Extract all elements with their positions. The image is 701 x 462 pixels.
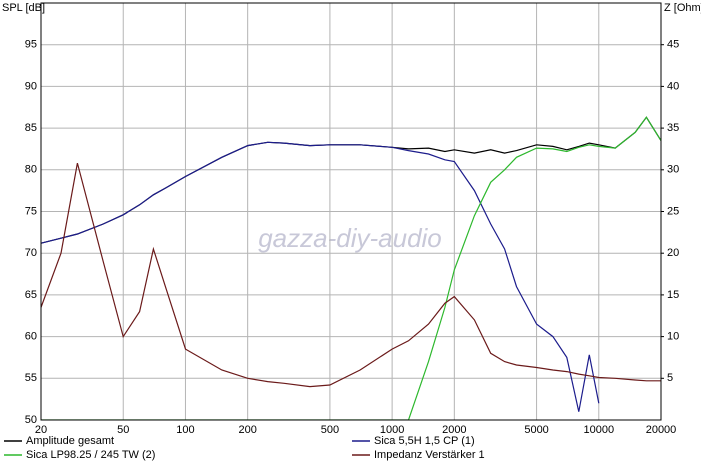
y-tick-label: 70 [25, 247, 37, 259]
x-tick-label: 200 [238, 424, 256, 436]
x-tick-label: 20000 [646, 424, 677, 436]
y2-tick-label: 40 [667, 80, 679, 92]
legend-label: Impedanz Verstärker 1 [374, 449, 485, 461]
legend-label: Amplitude gesamt [26, 435, 114, 447]
x-tick-label: 5000 [524, 424, 548, 436]
y-axis-label: SPL [dB] [2, 2, 45, 14]
y2-tick-label: 30 [667, 164, 679, 176]
y2-tick-label: 35 [667, 122, 679, 134]
y-tick-label: 60 [25, 331, 37, 343]
x-tick-label: 100 [176, 424, 194, 436]
x-tick-label: 50 [117, 424, 129, 436]
y2-axis-label: Z [Ohm] [664, 2, 701, 14]
legend-label: Sica 5,5H 1,5 CP (1) [374, 435, 475, 447]
series-line [41, 162, 661, 388]
y-tick-label: 95 [25, 39, 37, 51]
y2-tick-label: 20 [667, 247, 679, 259]
y-tick-label: 50 [25, 414, 37, 426]
y2-tick-label: 5 [667, 372, 673, 384]
x-tick-label: 500 [321, 424, 339, 436]
y-tick-label: 80 [25, 164, 37, 176]
legend-label: Sica LP98.25 / 245 TW (2) [26, 449, 155, 461]
y2-tick-label: 45 [667, 39, 679, 51]
y-tick-label: 85 [25, 122, 37, 134]
y-tick-label: 55 [25, 372, 37, 384]
x-tick-label: 20 [35, 424, 47, 436]
y-tick-label: 75 [25, 205, 37, 217]
watermark: gazza-diy-audio [258, 223, 442, 253]
y-tick-label: 90 [25, 80, 37, 92]
y2-tick-label: 10 [667, 331, 679, 343]
plot-border [40, 2, 662, 421]
y2-tick-label: 25 [667, 205, 679, 217]
x-tick-label: 10000 [583, 424, 614, 436]
y-tick-label: 65 [25, 289, 37, 301]
x-tick-label: 1000 [380, 424, 404, 436]
x-tick-label: 2000 [442, 424, 466, 436]
series-line [41, 141, 600, 412]
series-line [41, 116, 661, 420]
y2-tick-label: 15 [667, 289, 679, 301]
